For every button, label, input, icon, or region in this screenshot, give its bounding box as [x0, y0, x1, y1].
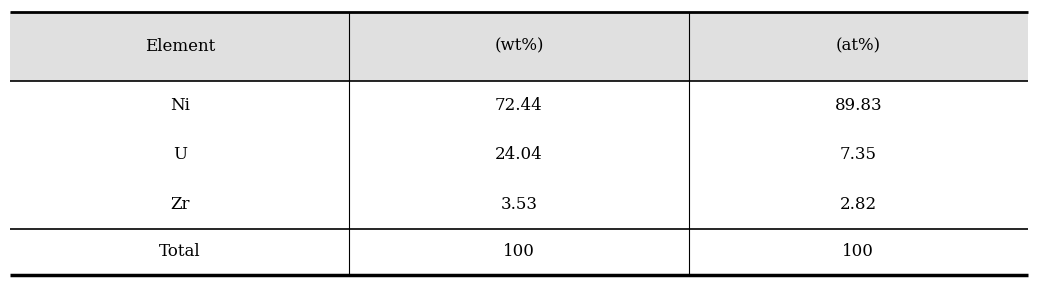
Text: (wt%): (wt%)	[494, 38, 544, 55]
Text: 89.83: 89.83	[835, 97, 882, 114]
Text: 100: 100	[503, 243, 535, 260]
Text: Zr: Zr	[170, 196, 190, 213]
Bar	[10, 12, 1028, 81]
Text: U: U	[172, 146, 187, 163]
Text: 100: 100	[842, 243, 874, 260]
Text: 7.35: 7.35	[840, 146, 877, 163]
Text: Ni: Ni	[170, 97, 190, 114]
Text: 24.04: 24.04	[495, 146, 543, 163]
Text: Total: Total	[159, 243, 200, 260]
Text: 3.53: 3.53	[500, 196, 538, 213]
Text: 2.82: 2.82	[840, 196, 877, 213]
Text: Element: Element	[144, 38, 215, 55]
Text: (at%): (at%)	[836, 38, 881, 55]
Text: 72.44: 72.44	[495, 97, 543, 114]
